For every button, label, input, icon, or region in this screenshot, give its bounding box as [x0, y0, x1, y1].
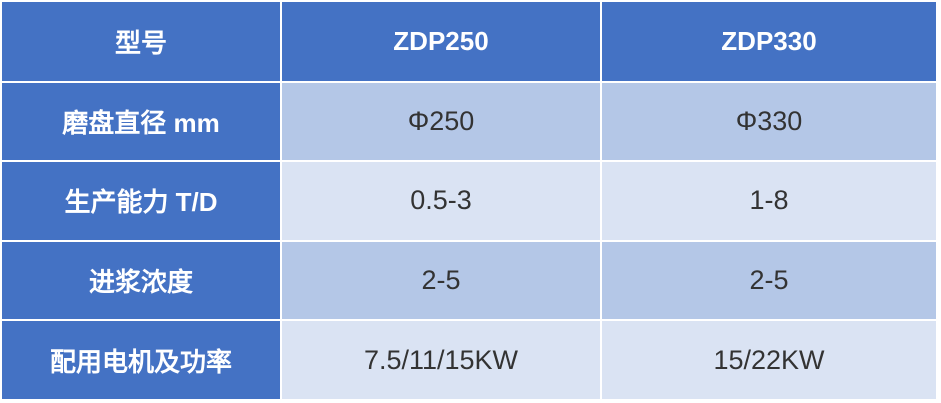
header-model-label: 型号 [0, 0, 282, 83]
table-row: 配用电机及功率 7.5/11/15KW 15/22KW [0, 319, 938, 401]
cell-value: 7.5/11/15KW [280, 319, 602, 401]
table-row: 磨盘直径 mm Φ250 Φ330 [0, 80, 938, 163]
row-label: 进浆浓度 [0, 239, 282, 322]
header-model-zdp250: ZDP250 [280, 0, 602, 83]
cell-value: 2-5 [280, 239, 602, 322]
row-label: 磨盘直径 mm [0, 80, 282, 163]
cell-value: Φ330 [600, 80, 938, 163]
row-label: 生产能力 T/D [0, 160, 282, 242]
cell-value: Φ250 [280, 80, 602, 163]
table-row: 生产能力 T/D 0.5-3 1-8 [0, 160, 938, 242]
cell-value: 15/22KW [600, 319, 938, 401]
header-model-zdp330: ZDP330 [600, 0, 938, 83]
cell-value: 0.5-3 [280, 160, 602, 242]
row-label: 配用电机及功率 [0, 319, 282, 401]
cell-value: 2-5 [600, 239, 938, 322]
cell-value: 1-8 [600, 160, 938, 242]
header-row: 型号 ZDP250 ZDP330 [0, 0, 938, 83]
table-row: 进浆浓度 2-5 2-5 [0, 239, 938, 322]
